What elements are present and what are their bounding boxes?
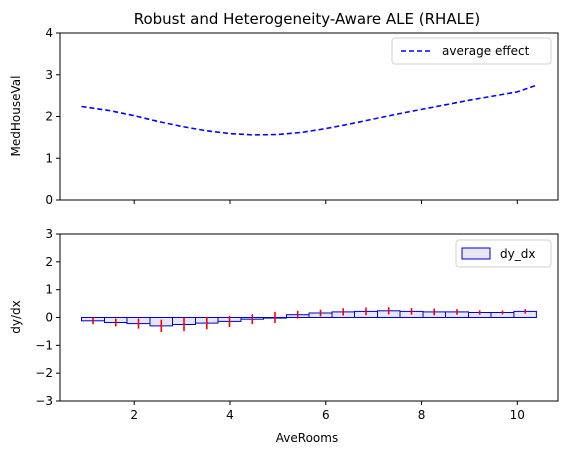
average-effect-line — [81, 84, 537, 136]
top-y-tick-label: 0 — [45, 193, 53, 207]
top-axes-ticks: 0 1 2 3 4 — [45, 26, 518, 207]
top-legend-box — [391, 37, 552, 65]
top-legend-label: average effect — [442, 44, 530, 58]
top-y-axis-label: MedHouseVal — [9, 76, 23, 157]
bottom-series-group — [81, 307, 537, 332]
bottom-x-tick-label: 8 — [418, 408, 426, 422]
top-series-group — [81, 84, 537, 136]
dy-dx-legend-swatch — [461, 247, 491, 260]
bottom-axes-ticks: −3 −2 −1 0 1 2 3 2 4 6 8 10 — [35, 227, 525, 422]
bottom-x-axis-label: AveRooms — [276, 431, 338, 445]
bottom-panel: −3 −2 −1 0 1 2 3 2 4 6 8 10 dy/dx AveRooms dy_dx — [9, 227, 559, 445]
top-chart-title: Robust and Heterogeneity-Aware ALE (RHAL… — [134, 10, 481, 28]
bottom-y-tick-label: −1 — [35, 338, 53, 352]
bottom-x-tick-label: 2 — [130, 408, 138, 422]
top-plot-frame — [59, 32, 559, 201]
bottom-y-tick-label: −2 — [35, 366, 53, 380]
bottom-plot-frame — [59, 233, 559, 402]
bottom-x-tick-label: 10 — [510, 408, 525, 422]
bottom-y-tick-label: 2 — [45, 255, 53, 269]
bottom-y-tick-label: 0 — [45, 311, 53, 325]
top-panel: Robust and Heterogeneity-Aware ALE (RHAL… — [9, 10, 559, 207]
top-y-tick-label: 4 — [45, 26, 53, 40]
top-y-tick-label: 3 — [45, 68, 53, 82]
bottom-legend-box — [455, 239, 552, 268]
bottom-y-tick-label: 3 — [45, 227, 53, 241]
bottom-legend-label: dy_dx — [500, 247, 535, 261]
top-y-tick-label: 2 — [45, 110, 53, 124]
bottom-y-tick-label: −3 — [35, 394, 53, 408]
bottom-x-tick-label: 6 — [322, 408, 330, 422]
bottom-y-tick-label: 1 — [45, 283, 53, 297]
top-y-tick-label: 1 — [45, 151, 53, 165]
bottom-y-axis-label: dy/dx — [9, 300, 23, 333]
bottom-x-tick-label: 4 — [226, 408, 234, 422]
top-legend: average effect — [391, 37, 552, 65]
bottom-legend: dy_dx — [455, 239, 552, 268]
